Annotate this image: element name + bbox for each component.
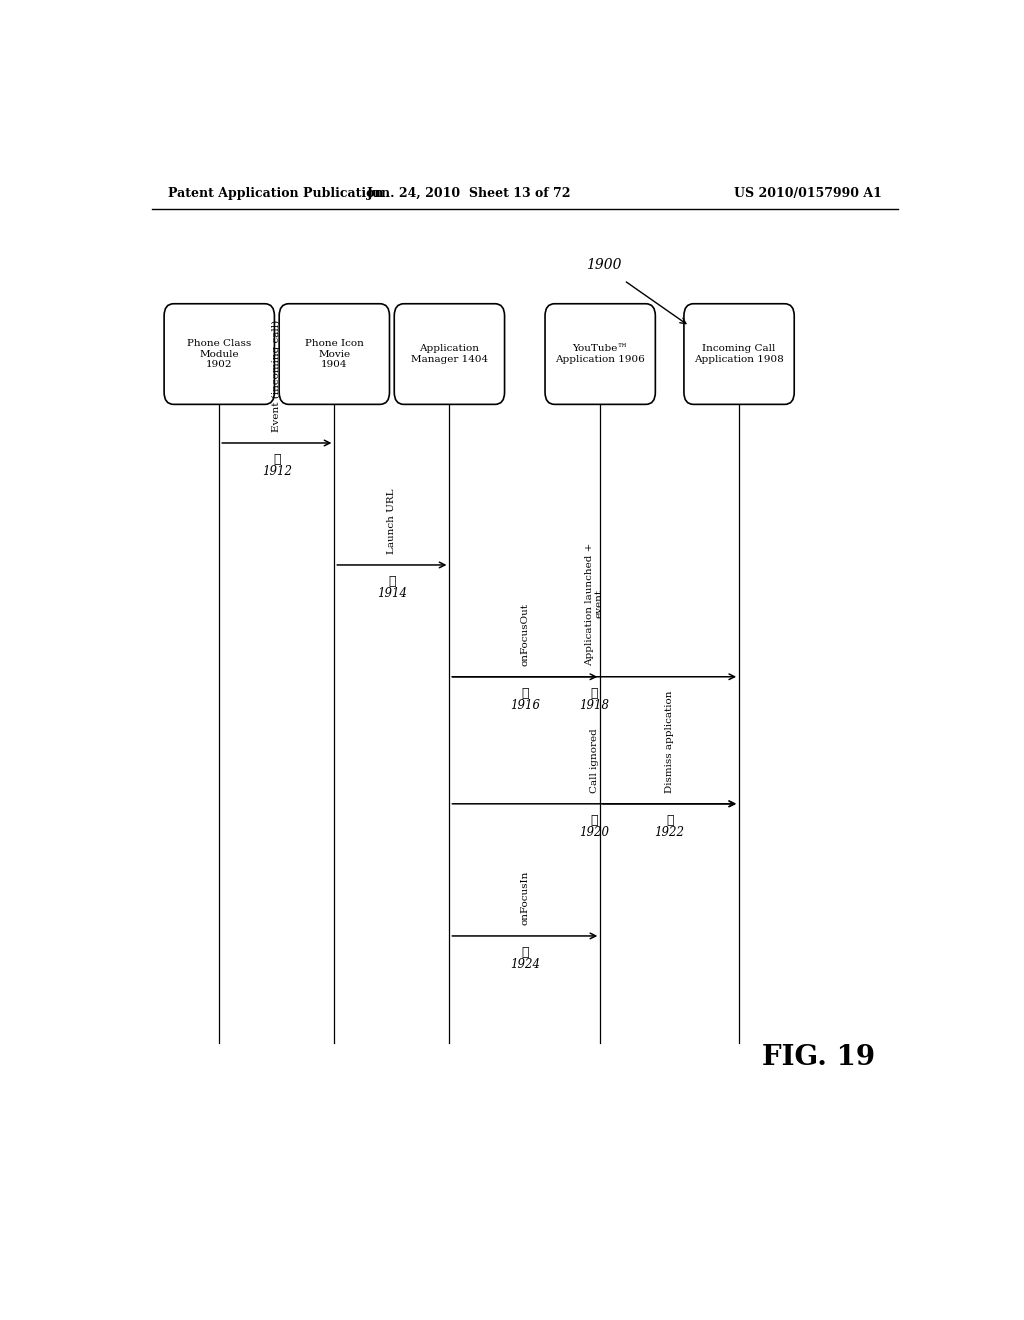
Text: 1914: 1914 — [377, 587, 407, 601]
Text: Launch URL: Launch URL — [387, 488, 396, 554]
Text: 1912: 1912 — [262, 466, 292, 478]
FancyBboxPatch shape — [545, 304, 655, 404]
Text: ⁀: ⁀ — [273, 453, 281, 466]
FancyBboxPatch shape — [394, 304, 505, 404]
Text: 1920: 1920 — [580, 826, 609, 840]
Text: Jun. 24, 2010  Sheet 13 of 72: Jun. 24, 2010 Sheet 13 of 72 — [367, 187, 571, 201]
Text: ⁀: ⁀ — [591, 814, 598, 826]
Text: Phone Icon
Movie
1904: Phone Icon Movie 1904 — [305, 339, 364, 370]
Text: YouTube™
Application 1906: YouTube™ Application 1906 — [555, 345, 645, 364]
Text: ⁀: ⁀ — [388, 576, 395, 587]
Text: ⁀: ⁀ — [521, 686, 528, 700]
Text: Dismiss application: Dismiss application — [666, 690, 674, 792]
Text: Phone Class
Module
1902: Phone Class Module 1902 — [187, 339, 251, 370]
Text: ⁀: ⁀ — [591, 686, 598, 700]
Text: Application launched +
event: Application launched + event — [585, 543, 603, 665]
FancyBboxPatch shape — [280, 304, 389, 404]
Text: onFocusOut: onFocusOut — [520, 603, 529, 665]
Text: 1916: 1916 — [510, 700, 540, 711]
Text: ⁀: ⁀ — [521, 946, 528, 960]
Text: Call ignored: Call ignored — [590, 727, 599, 792]
Text: 1918: 1918 — [580, 700, 609, 711]
Text: 1900: 1900 — [587, 259, 622, 272]
Text: onFocusIn: onFocusIn — [520, 870, 529, 925]
Text: Event (incoming call): Event (incoming call) — [272, 319, 282, 432]
Text: Application
Manager 1404: Application Manager 1404 — [411, 345, 488, 364]
Text: 1924: 1924 — [510, 958, 540, 972]
FancyBboxPatch shape — [164, 304, 274, 404]
FancyBboxPatch shape — [684, 304, 795, 404]
Text: Incoming Call
Application 1908: Incoming Call Application 1908 — [694, 345, 784, 364]
Text: US 2010/0157990 A1: US 2010/0157990 A1 — [734, 187, 882, 201]
Text: 1922: 1922 — [654, 826, 685, 840]
Text: ⁀: ⁀ — [666, 814, 674, 826]
Text: Patent Application Publication: Patent Application Publication — [168, 187, 383, 201]
Text: FIG. 19: FIG. 19 — [762, 1044, 874, 1072]
